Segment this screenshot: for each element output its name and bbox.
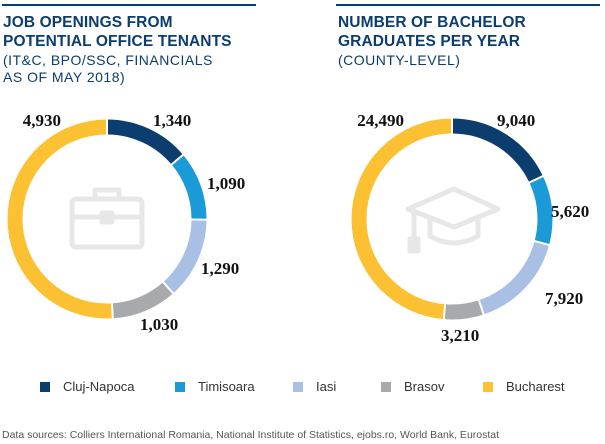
legend-item-cluj-napoca: Cluj-Napoca (40, 379, 135, 394)
right-slice-divider (527, 174, 545, 184)
briefcase-icon (69, 187, 145, 250)
legend-label-bucharest: Bucharest (506, 379, 565, 394)
left-value-label-iasi: 1,290 (201, 259, 239, 278)
legend-swatch-bucharest (483, 381, 493, 392)
left-chart-subtitle: (IT&C, BPO/SSC, FINANCIALS AS OF MAY 201… (3, 52, 213, 86)
left-title-line-2: POTENTIAL OFFICE TENANTS (3, 33, 232, 50)
left-value-label-brasov: 1,030 (140, 315, 178, 334)
right-value-label-cluj-napoca: 9,040 (497, 111, 535, 130)
right-slice-divider (533, 239, 551, 247)
right-slice-divider (477, 298, 485, 316)
left-subtitle-line-1: (IT&C, BPO/SSC, FINANCIALS (3, 52, 213, 68)
legend-item-iasi: Iasi (293, 379, 336, 394)
legend-label-iasi: Iasi (316, 379, 337, 394)
left-slice-divider (170, 153, 185, 166)
legend-label-cluj-napoca: Cluj-Napoca (63, 379, 135, 394)
legend-label-brasov: Brasov (404, 379, 445, 394)
right-value-label-bucharest: 24,490 (357, 111, 404, 130)
legend-swatch-brasov (381, 381, 391, 392)
right-value-label-brasov: 3,210 (441, 326, 479, 345)
right-slice-brasov (351, 118, 553, 320)
left-value-label-timisoara: 1,090 (207, 174, 245, 193)
legend: Cluj-Napoca Timisoara Iasi Brasov Buchar… (40, 379, 600, 399)
legend-item-brasov: Brasov (381, 379, 444, 394)
left-title-rule (2, 4, 256, 6)
right-subtitle-line-1: (COUNTY-LEVEL) (338, 52, 461, 68)
left-slice-divider (110, 302, 114, 320)
left-value-label-bucharest: 4,930 (23, 111, 61, 130)
left-slice-divider (161, 280, 175, 295)
right-title-rule (336, 4, 600, 6)
legend-swatch-cluj-napoca (40, 381, 50, 392)
legend-label-timisoara: Timisoara (198, 379, 255, 394)
right-slice-divider (442, 303, 447, 321)
right-value-label-iasi: 7,920 (545, 289, 583, 308)
right-title-line-1: NUMBER OF BACHELOR (338, 14, 526, 31)
right-slice-timisoara (351, 118, 553, 320)
right-chart-subtitle: (COUNTY-LEVEL) (338, 52, 460, 69)
left-donut-chart: 1,340 1,090 1,290 1,030 4,930 (7, 111, 245, 334)
left-value-label-cluj-napoca: 1,340 (153, 111, 191, 130)
right-title-line-2: GRADUATES PER YEAR (338, 33, 521, 50)
right-value-label-timisoara: 5,620 (551, 202, 589, 221)
legend-swatch-timisoara (175, 381, 185, 392)
left-title-line-1: JOB OPENINGS FROM (3, 14, 173, 31)
graduation-cap-icon (405, 186, 501, 254)
legend-item-bucharest: Bucharest (483, 379, 565, 394)
right-chart-title: NUMBER OF BACHELOR GRADUATES PER YEAR (338, 13, 526, 51)
data-source-note: Data sources: Colliers International Rom… (2, 429, 500, 441)
left-chart-title: JOB OPENINGS FROM POTENTIAL OFFICE TENAN… (3, 13, 232, 51)
left-subtitle-line-2: AS OF MAY 2018) (3, 69, 126, 85)
legend-swatch-iasi (293, 381, 303, 392)
legend-item-timisoara: Timisoara (175, 379, 255, 394)
right-donut-chart: 9,040 5,620 7,920 3,210 24,490 (351, 111, 589, 345)
